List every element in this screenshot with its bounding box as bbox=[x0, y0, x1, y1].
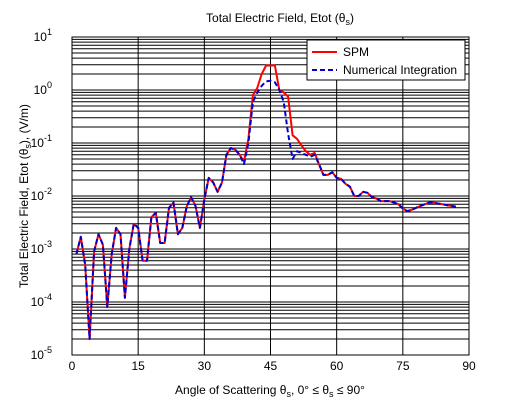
y-axis-label: Total Electric Field, Etot (θs), (V/m) bbox=[17, 104, 33, 288]
x-tick-label: 45 bbox=[264, 359, 278, 373]
x-tick-label: 0 bbox=[69, 359, 76, 373]
series-layer bbox=[75, 64, 456, 340]
legend-box bbox=[306, 39, 466, 81]
x-axis: 0 15 30 45 60 75 90 bbox=[69, 359, 476, 373]
y-tick-label: 10-5 bbox=[31, 345, 52, 362]
y-tick-label: 10-3 bbox=[31, 239, 52, 256]
chart-title: Total Electric Field, Etot (θs) bbox=[206, 11, 354, 27]
legend-label-spm: SPM bbox=[343, 45, 369, 59]
x-tick-label: 75 bbox=[396, 359, 410, 373]
y-tick-label: 101 bbox=[34, 27, 52, 44]
x-tick-label: 15 bbox=[131, 359, 145, 373]
x-tick-label: 30 bbox=[198, 359, 212, 373]
grid bbox=[72, 37, 469, 355]
y-axis: 10-5 10-4 10-3 10-2 10-1 100 101 bbox=[31, 27, 52, 362]
y-tick-label: 10-2 bbox=[31, 186, 52, 203]
y-tick-label: 100 bbox=[34, 80, 52, 97]
legend: SPM Numerical Integration bbox=[306, 39, 466, 81]
x-axis-label: Angle of Scattering θs, 0° ≤ θs ≤ 90° bbox=[175, 383, 365, 399]
legend-label-numerical: Numerical Integration bbox=[343, 63, 457, 77]
series-line-numerical-integration bbox=[75, 79, 456, 340]
y-tick-label: 10-4 bbox=[31, 292, 52, 309]
x-tick-label: 60 bbox=[330, 359, 344, 373]
y-tick-label: 10-1 bbox=[31, 133, 52, 150]
plot-frame bbox=[71, 36, 470, 356]
x-tick-label: 90 bbox=[462, 359, 476, 373]
